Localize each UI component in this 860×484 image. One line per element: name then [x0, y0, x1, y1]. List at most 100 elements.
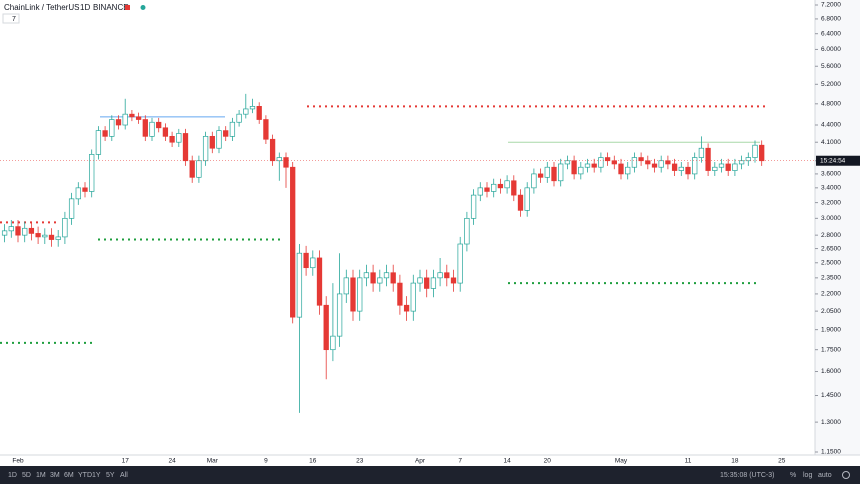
candle-body	[698, 147, 705, 158]
range-button[interactable]: 5D	[22, 472, 31, 479]
candle-body	[189, 160, 195, 178]
candle-body	[578, 166, 584, 175]
candle-body	[196, 160, 202, 178]
candle-body	[658, 160, 664, 168]
candle-body	[1, 230, 8, 236]
candle-body	[223, 130, 229, 137]
y-tick-label: 4.8000	[821, 101, 841, 108]
bottom-toolbar	[0, 466, 860, 484]
candle-body	[303, 252, 309, 269]
x-tick-label: 24	[168, 458, 176, 465]
range-button[interactable]: 6M	[64, 472, 74, 479]
candle-body	[598, 157, 604, 168]
candle-body	[75, 187, 81, 200]
candle-body	[28, 227, 35, 234]
range-button[interactable]: 5Y	[106, 472, 115, 479]
clock: 15:35:08 (UTC-3)	[720, 472, 774, 479]
range-button[interactable]: YTD	[78, 472, 92, 479]
candle-body	[357, 277, 363, 312]
candle-body	[537, 173, 544, 178]
x-tick-label: 7	[458, 458, 462, 465]
y-tick-label: 3.0000	[821, 215, 841, 222]
range-button[interactable]: All	[120, 472, 128, 479]
range-button[interactable]: 3M	[50, 472, 60, 479]
candle-body	[678, 166, 684, 171]
candle-body	[484, 187, 490, 192]
candle-body	[705, 147, 711, 171]
candle-body	[243, 108, 249, 115]
candle-body	[82, 187, 88, 192]
candle-body	[350, 277, 356, 312]
candle-body	[109, 119, 115, 137]
range-button[interactable]: 1M	[36, 472, 46, 479]
candle-body	[209, 135, 215, 149]
candle-body	[236, 113, 242, 123]
candle-body	[450, 277, 457, 284]
candle-body	[410, 282, 416, 312]
range-button[interactable]: 1D	[8, 472, 17, 479]
candle-body	[437, 272, 443, 279]
indicator-toggle[interactable]	[2, 13, 20, 24]
candle-body	[685, 166, 691, 175]
status-dot	[125, 5, 130, 10]
settings-icon[interactable]	[842, 471, 850, 479]
candle-body	[169, 135, 175, 143]
candle-body	[316, 257, 323, 306]
candle-body	[745, 157, 751, 162]
candle-body	[149, 121, 155, 137]
x-tick-label: 11	[685, 458, 692, 465]
indicator-count: 7	[12, 16, 16, 23]
candle-body	[383, 272, 390, 279]
candle-body	[618, 163, 624, 175]
candle-body	[330, 335, 336, 351]
candle-body	[638, 157, 644, 162]
candle-body	[712, 166, 718, 171]
interval[interactable]: 1D	[80, 3, 90, 12]
x-tick-label: 25	[778, 458, 786, 465]
range-button[interactable]: 1Y	[92, 472, 101, 479]
candle-body	[142, 119, 148, 137]
candle-body	[249, 106, 256, 110]
countdown: 15:24:54	[820, 157, 846, 164]
candle-body	[42, 234, 48, 238]
auto-toggle[interactable]: auto	[818, 472, 832, 479]
candle-body	[718, 163, 725, 168]
y-tick-label: 4.1000	[821, 139, 841, 146]
candle-body	[403, 304, 410, 312]
y-tick-label: 6.8000	[821, 16, 841, 23]
percent-toggle[interactable]: %	[790, 472, 796, 479]
candle-body	[692, 157, 698, 175]
y-tick-label: 2.8000	[821, 232, 841, 239]
candle-body	[156, 121, 162, 129]
candle-body	[276, 157, 282, 162]
candle-body	[491, 183, 497, 192]
candle-body	[22, 227, 28, 236]
candle-body	[216, 130, 222, 149]
y-tick-label: 4.4000	[821, 122, 841, 129]
candle-body	[544, 166, 550, 178]
candle-body	[202, 135, 209, 162]
candle-body	[651, 163, 658, 168]
candle-body	[15, 226, 21, 236]
candle-body	[390, 272, 396, 284]
y-tick-label: 2.3500	[821, 275, 841, 282]
candle-body	[511, 180, 517, 196]
candle-body	[759, 144, 765, 162]
x-tick-label: 20	[544, 458, 552, 465]
y-tick-label: 2.2000	[821, 291, 841, 298]
y-tick-label: 3.4000	[821, 185, 841, 192]
symbol: ChainLink / TetherUS	[4, 3, 79, 12]
candle-body	[336, 293, 343, 337]
candle-body	[377, 277, 383, 284]
candle-body	[504, 180, 510, 189]
candle-body	[531, 173, 537, 189]
candle-body	[477, 187, 483, 196]
x-tick-label: 14	[503, 458, 511, 465]
y-tick-label: 2.6500	[821, 245, 841, 252]
log-toggle[interactable]: log	[803, 472, 812, 479]
x-tick-label: 17	[122, 458, 130, 465]
candle-body	[48, 234, 55, 240]
y-tick-label: 6.0000	[821, 46, 841, 53]
x-tick-label: 23	[356, 458, 364, 465]
